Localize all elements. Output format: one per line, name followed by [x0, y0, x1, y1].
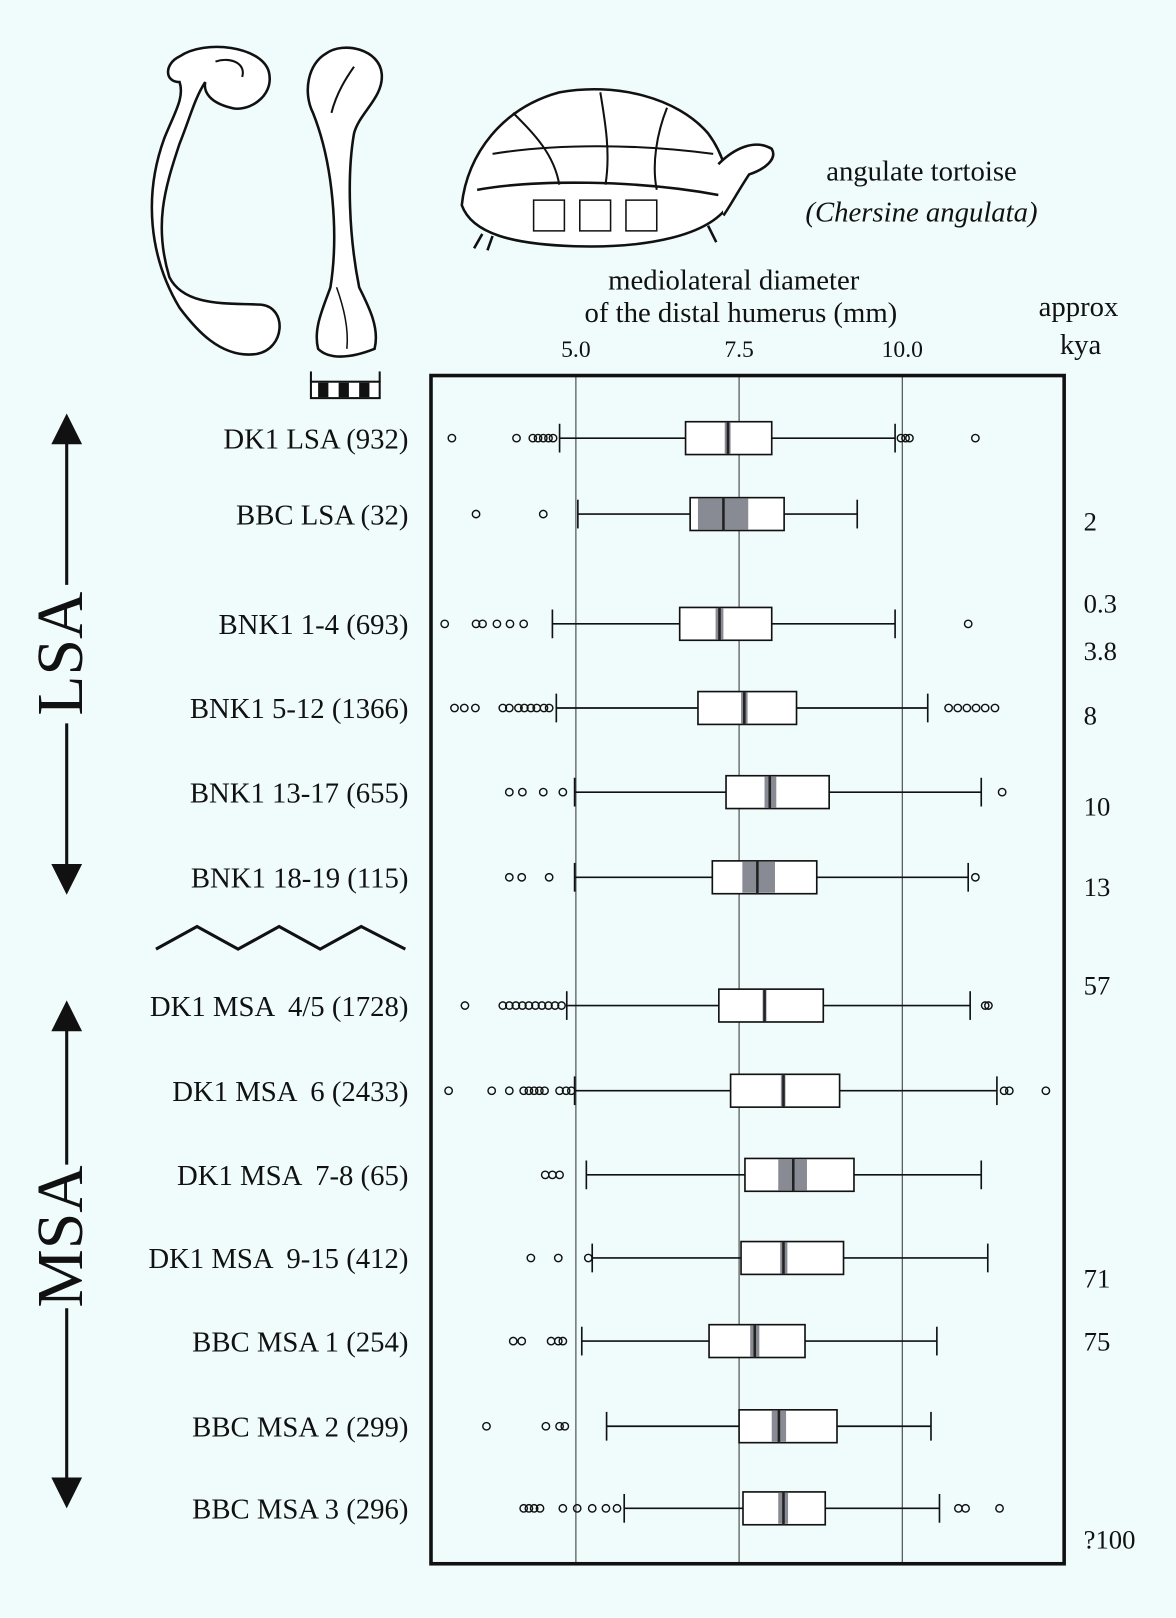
kya-label: 75 — [1084, 1326, 1111, 1356]
x-tick-label: 5.0 — [561, 337, 591, 363]
category-label: BNK1 1-4 (693) — [219, 609, 409, 641]
kya-label: 57 — [1084, 970, 1111, 1000]
chart: angulate tortoise (Chersine angulata) me… — [0, 0, 1176, 1613]
category-label: BBC MSA 3 (296) — [192, 1494, 408, 1526]
category-label: BNK1 5-12 (1366) — [190, 693, 409, 725]
x-tick-label: 10.0 — [882, 337, 923, 363]
kya-label: 0.3 — [1084, 589, 1117, 619]
category-label: DK1 MSA 6 (2433) — [172, 1076, 408, 1108]
x-tick-label: 7.5 — [724, 337, 754, 363]
box — [680, 607, 772, 640]
category-label: BBC MSA 1 (254) — [192, 1326, 408, 1358]
kya-label: 8 — [1084, 700, 1097, 730]
category-label: DK1 MSA 4/5 (1728) — [150, 991, 408, 1023]
axis-title: mediolateral diameter — [608, 264, 860, 296]
median-ci — [742, 862, 775, 893]
category-label: DK1 MSA 9-15 (412) — [148, 1243, 408, 1275]
axis-title: of the distal humerus (mm) — [585, 297, 898, 329]
right-axis-title: kya — [1060, 329, 1102, 361]
kya-label: 13 — [1084, 872, 1111, 902]
kya-label: 3.8 — [1084, 636, 1117, 666]
box — [741, 1242, 843, 1275]
category-label: BBC MSA 2 (299) — [192, 1412, 408, 1444]
kya-label: 10 — [1084, 792, 1111, 822]
kya-label: 2 — [1084, 506, 1097, 536]
kya-label: ?100 — [1084, 1524, 1136, 1554]
box — [719, 989, 823, 1022]
right-axis-title: approx — [1039, 291, 1119, 323]
page: {"chart_data":{"type":"boxplot", "title_… — [0, 0, 1176, 1613]
category-label: BNK1 13-17 (655) — [190, 777, 409, 809]
category-label: DK1 LSA (932) — [223, 423, 408, 455]
period-label: MSA — [24, 1165, 97, 1307]
caption-line: (Chersine angulata) — [805, 197, 1037, 229]
category-label: DK1 MSA 7-8 (65) — [177, 1160, 408, 1192]
kya-label: 71 — [1084, 1264, 1111, 1294]
box — [726, 776, 829, 809]
category-label: BNK1 18-19 (115) — [191, 863, 409, 895]
caption-line: angulate tortoise — [826, 156, 1017, 188]
period-label: LSA — [24, 592, 97, 716]
category-label: BBC LSA (32) — [236, 499, 408, 531]
box — [739, 1410, 837, 1443]
